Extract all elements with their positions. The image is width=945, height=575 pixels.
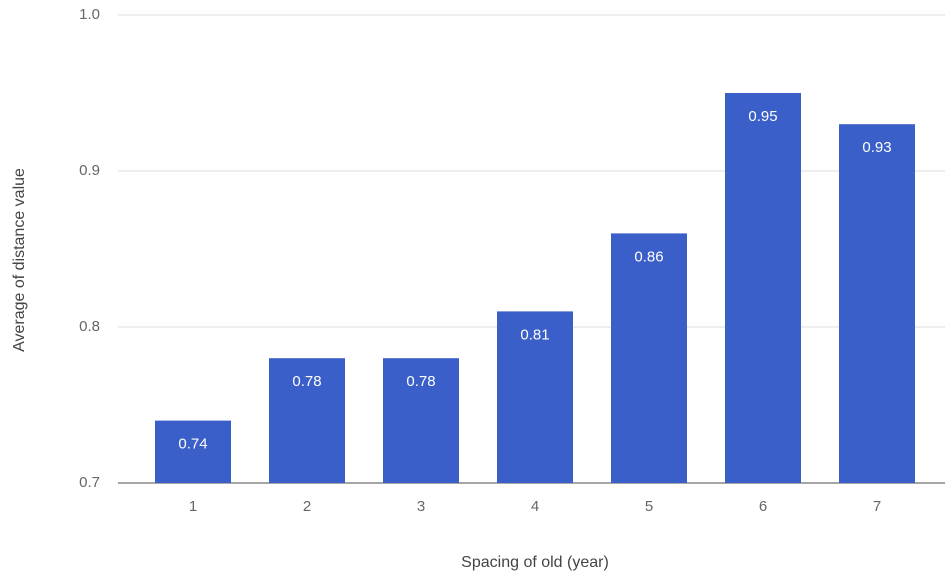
y-tick-label: 0.7 <box>79 474 100 491</box>
data-label: 0.81 <box>520 326 549 343</box>
x-tick-label: 2 <box>303 498 311 515</box>
x-axis-title: Spacing of old (year) <box>461 554 609 571</box>
x-tick-label: 6 <box>759 498 767 515</box>
data-label: 0.93 <box>862 139 891 156</box>
data-label: 0.78 <box>292 373 321 390</box>
x-tick-label: 1 <box>189 498 197 515</box>
data-label: 0.95 <box>748 108 777 125</box>
x-tick-label: 3 <box>417 498 425 515</box>
data-label: 0.78 <box>406 373 435 390</box>
data-label: 0.74 <box>178 436 207 453</box>
x-tick-label: 5 <box>645 498 653 515</box>
chart: Spacing of old (year) Average of distanc… <box>0 0 945 575</box>
bar <box>839 124 915 483</box>
y-tick-label: 0.8 <box>79 318 100 335</box>
x-tick-label: 4 <box>531 498 539 515</box>
y-tick-label: 0.9 <box>79 162 100 179</box>
data-label: 0.86 <box>634 248 663 265</box>
y-tick-label: 1.0 <box>79 6 100 23</box>
y-axis-title: Average of distance value <box>11 168 28 352</box>
bar <box>611 233 687 483</box>
bar <box>725 93 801 483</box>
x-tick-label: 7 <box>873 498 881 515</box>
